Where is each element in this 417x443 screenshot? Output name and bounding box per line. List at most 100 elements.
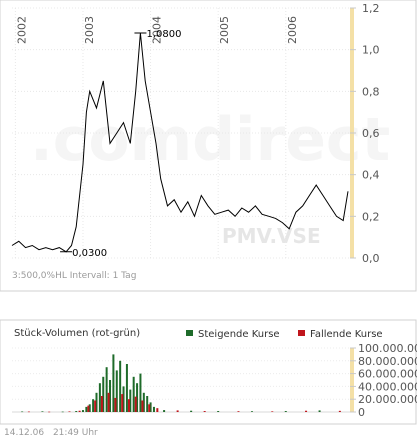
volume-bar xyxy=(119,360,122,412)
volume-bar xyxy=(21,411,24,413)
volume-bar xyxy=(250,411,253,412)
footer-time: 21:49 Uhr xyxy=(52,428,98,438)
price-x-labels: 2002 2003 2004 2005 2006 xyxy=(15,16,298,44)
volume-bars xyxy=(21,354,341,413)
price-line xyxy=(11,32,349,253)
volume-axis-highlight xyxy=(350,348,354,412)
volume-bar xyxy=(92,399,95,412)
volume-bar xyxy=(141,400,144,412)
legend-label: Fallende Kurse xyxy=(310,329,383,340)
x-tick-label: 2004 xyxy=(151,16,164,44)
volume-bar xyxy=(107,392,110,412)
y-tick-label: 0,4 xyxy=(362,169,380,182)
volume-bar xyxy=(134,396,137,412)
volume-legend: Steigende Kurse Fallende Kurse xyxy=(186,329,383,340)
y-tick-label: 1,0 xyxy=(362,44,380,57)
volume-y-tick-label: 40.000.000 xyxy=(358,380,417,393)
volume-bar xyxy=(94,400,97,412)
y-tick-label: 0,8 xyxy=(362,85,380,98)
volume-bar xyxy=(105,367,108,412)
volume-bar xyxy=(129,389,132,412)
volume-bar xyxy=(87,405,90,412)
volume-grid xyxy=(12,347,350,413)
volume-bar xyxy=(85,406,88,412)
volume-bar xyxy=(122,386,125,412)
watermark: .comdirect xyxy=(30,105,390,175)
interval-note: 3:500,0%HL Intervall: 1 Tag xyxy=(12,271,136,281)
volume-bar xyxy=(112,354,115,412)
volume-bar xyxy=(148,404,151,412)
legend-swatch xyxy=(186,330,193,336)
volume-y-axis: 100.000.00080.000.00060.000.00040.000.00… xyxy=(350,342,417,419)
volume-bar xyxy=(132,376,135,412)
volume-bar xyxy=(125,364,128,412)
volume-bar xyxy=(163,410,166,412)
volume-bar xyxy=(98,383,101,412)
price-panel xyxy=(0,0,417,292)
y-tick-label: 0,6 xyxy=(362,127,380,140)
price-chart: .comdirect PMV.VSE 2002 2003 2004 2005 2006 … xyxy=(0,0,417,292)
x-tick-label: 2006 xyxy=(286,16,299,44)
volume-panel xyxy=(0,319,417,425)
volume-bar xyxy=(318,410,321,412)
annotation-label: 0,0300 xyxy=(72,248,107,259)
volume-bar xyxy=(338,410,341,412)
price-grid xyxy=(12,7,350,259)
footer-date: 14.12.06 xyxy=(4,428,45,438)
legend-swatch xyxy=(298,330,305,336)
symbol-watermark: PMV.VSE xyxy=(222,224,321,248)
timestamp-footer: 14.12.06 21:49 Uhr xyxy=(4,428,104,438)
volume-bar xyxy=(27,411,30,413)
y-tick-label: 0,2 xyxy=(362,210,380,223)
volume-bar xyxy=(95,392,98,412)
volume-bar xyxy=(41,411,44,412)
volume-bar xyxy=(127,399,130,412)
volume-bar xyxy=(139,373,142,412)
volume-bar xyxy=(190,410,193,412)
volume-y-tick-label: 100.000.000 xyxy=(358,342,417,355)
volume-chart: Stück-Volumen (rot-grün) Steigende Kurse… xyxy=(0,319,417,425)
volume-bar xyxy=(217,411,220,412)
price-annotations: 1,0800 0,0300 xyxy=(60,29,181,259)
volume-bar xyxy=(78,410,81,412)
volume-bar xyxy=(75,411,78,412)
volume-bar xyxy=(109,380,112,412)
x-tick-label: 2005 xyxy=(218,16,231,44)
volume-bar xyxy=(149,402,152,412)
volume-bar xyxy=(48,411,51,413)
volume-bar xyxy=(237,411,240,412)
volume-y-tick-label: 80.000.000 xyxy=(358,355,417,368)
volume-bar xyxy=(100,396,103,412)
volume-bar xyxy=(271,411,274,412)
legend-label: Steigende Kurse xyxy=(198,329,280,340)
volume-y-tick-label: 0 xyxy=(358,406,365,419)
volume-bar xyxy=(115,370,118,412)
volume-bar xyxy=(146,396,149,412)
volume-bar xyxy=(156,408,159,412)
volume-title: Stück-Volumen (rot-grün) xyxy=(14,328,140,339)
volume-y-tick-label: 20.000.000 xyxy=(358,393,417,406)
volume-bar xyxy=(284,411,287,412)
price-y-axis: 1,2 1,0 0,8 0,6 0,4 0,2 0,0 xyxy=(350,2,380,265)
x-tick-label: 2002 xyxy=(15,16,28,44)
volume-bar xyxy=(142,392,145,412)
volume-bar xyxy=(305,410,308,412)
volume-bar xyxy=(121,394,124,412)
volume-bar xyxy=(81,410,84,412)
volume-bar xyxy=(68,411,71,413)
volume-bar xyxy=(203,411,206,412)
volume-bar xyxy=(176,410,179,412)
volume-y-tick-label: 60.000.000 xyxy=(358,368,417,381)
volume-bar xyxy=(102,376,105,412)
volume-bar xyxy=(152,406,155,412)
y-tick-label: 0,0 xyxy=(362,252,380,265)
volume-bar xyxy=(114,397,117,412)
x-tick-label: 2003 xyxy=(83,16,96,44)
price-series xyxy=(11,32,349,253)
volume-bar xyxy=(88,404,91,412)
y-tick-label: 1,2 xyxy=(362,2,380,15)
volume-bar xyxy=(136,383,139,412)
annotation-label: 1,0800 xyxy=(146,29,181,40)
volume-bar xyxy=(61,411,64,413)
